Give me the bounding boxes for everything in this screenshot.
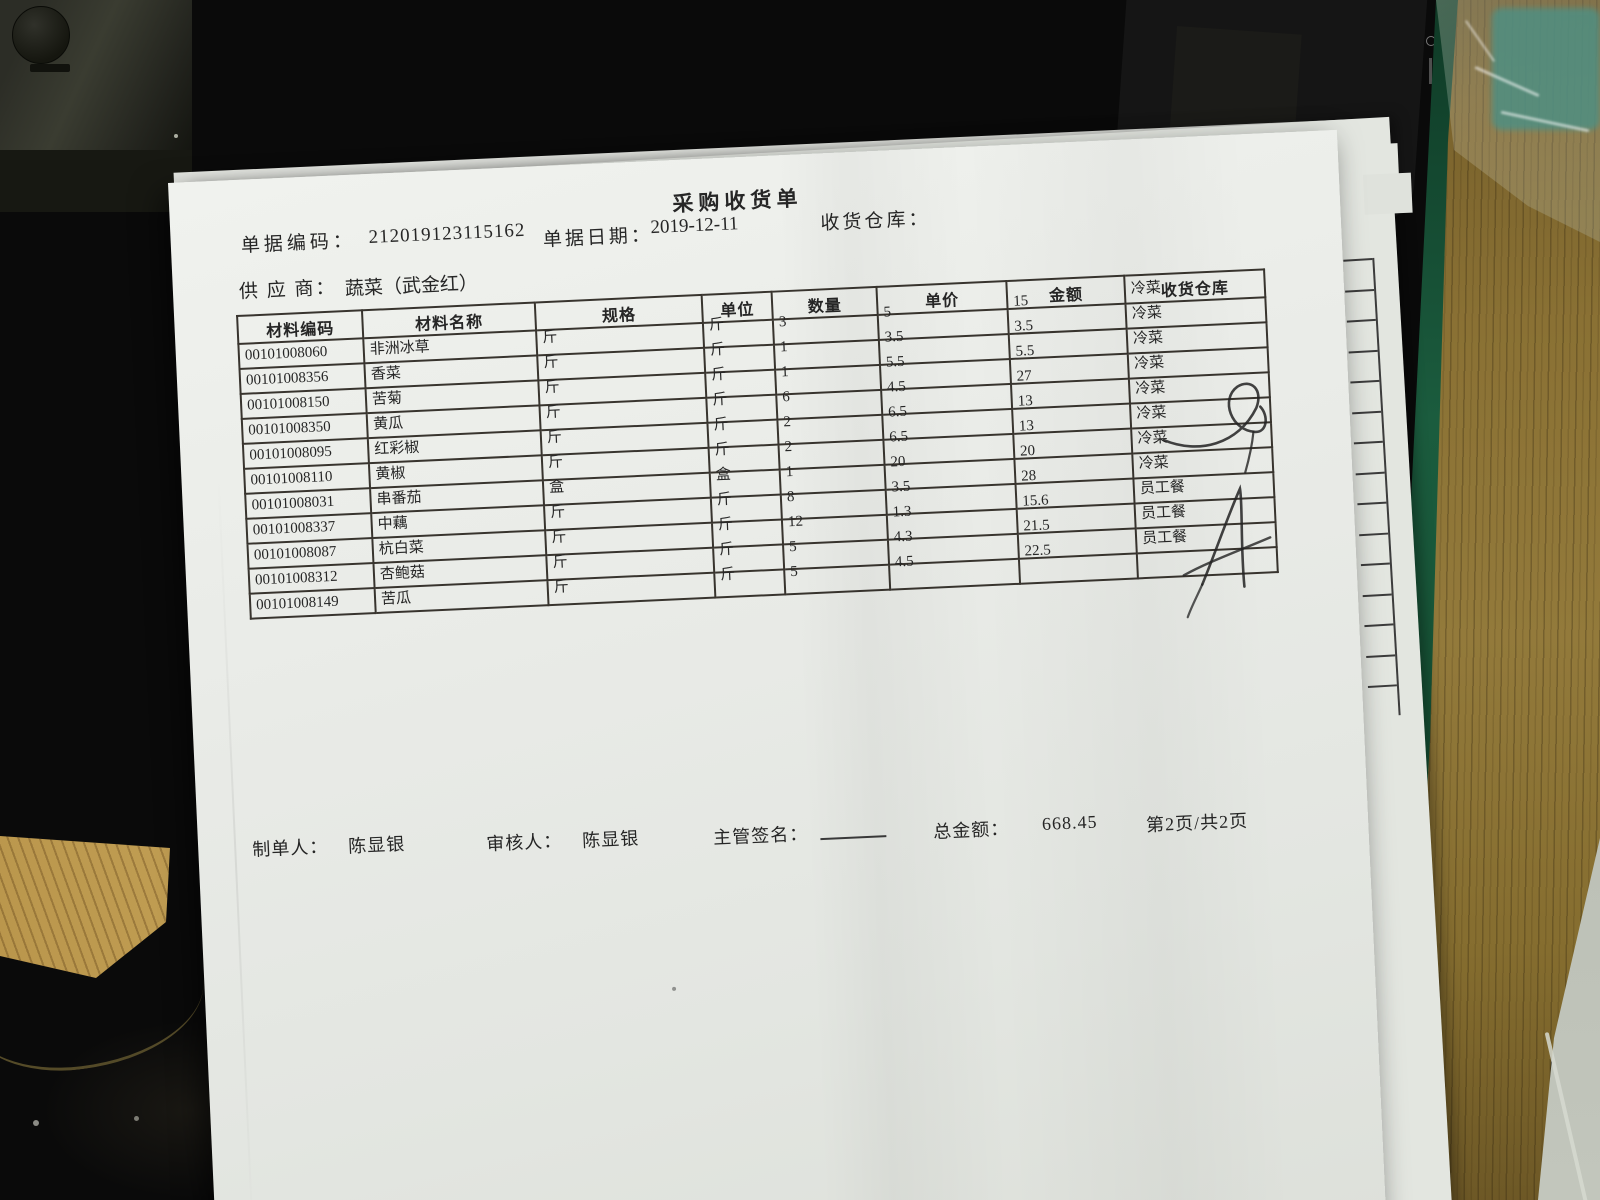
page1-row-tick (1367, 684, 1397, 688)
supplier-value: 蔬菜（武金红） (344, 273, 479, 301)
printer-knob (12, 6, 70, 64)
table-cell: 员工餐 (1136, 529, 1278, 579)
page1-row-tick (1355, 471, 1385, 475)
page1-row-tick (1362, 592, 1392, 597)
table-cell: 22.5 (1018, 542, 1138, 584)
page1-row-tick (1350, 379, 1380, 384)
receipt-page: 采购收货单 收货仓库： 单据编码： 212019123115162 单据日期： … (168, 129, 1387, 1200)
maker-label: 制单人： (251, 836, 329, 860)
page1-row-tick (1364, 623, 1394, 628)
auditor-value: 陈显银 (581, 828, 640, 851)
table-cell: 4.5 (889, 554, 1021, 590)
table-cell: 00101008149 (249, 588, 376, 619)
dust-dot (671, 986, 677, 991)
cloth-through-bag (1492, 8, 1600, 130)
items-table: 材料编码 材料名称 规格 单位 数量 单价 金额 收货仓库 00101008060 非洲冰草斤斤… (236, 268, 1279, 619)
under-sheet-corner-step (1362, 172, 1413, 215)
doc-code-value: 212019123115162 (368, 219, 526, 248)
sign-blank-line (819, 819, 887, 841)
page1-row-tick (1360, 562, 1390, 567)
printer-label-strip (30, 64, 70, 72)
printer-lower-body (0, 150, 192, 212)
sign-label: 主管签名： (712, 823, 809, 848)
doc-date-label: 单据日期： (542, 225, 654, 252)
table-cell: 斤 (714, 567, 786, 598)
page1-row-tick (1343, 258, 1373, 262)
page1-row-tick (1345, 288, 1375, 293)
page1-table-border-line (1372, 257, 1401, 716)
page1-row-tick (1366, 653, 1396, 658)
page1-row-tick (1353, 440, 1383, 445)
warehouse-label: 收货仓库： (820, 208, 931, 235)
cable-glint (134, 1116, 139, 1121)
page1-row-tick (1359, 532, 1389, 536)
page1-row-tick (1346, 318, 1376, 323)
doc-code-label: 单据编码： (240, 230, 357, 257)
power-led (174, 134, 178, 138)
total-value: 668.45 (1041, 811, 1098, 835)
doc-date-value: 2019-12-11 (650, 213, 739, 239)
page-indicator: 第2页/共2页 (1145, 810, 1249, 836)
paper-stack: 采购收货单 收货仓库： 单据编码： 212019123115162 单据日期： … (168, 116, 1458, 1200)
page1-row-tick (1357, 501, 1387, 506)
clipboard-print-mark (1429, 58, 1432, 84)
auditor-label: 审核人： (485, 830, 563, 855)
total-label: 总金额： (932, 818, 1010, 842)
supplier-label: 供 应 商： (238, 277, 337, 303)
page1-row-tick (1352, 410, 1382, 414)
table-cell: 5 (784, 564, 891, 595)
items-table-wrap: 材料编码 材料名称 规格 单位 数量 单价 金额 收货仓库 00101008060 非洲冰草斤斤… (236, 268, 1281, 620)
page1-row-tick (1348, 349, 1378, 354)
maker-value: 陈显银 (347, 833, 406, 857)
cable-glint (33, 1120, 39, 1126)
